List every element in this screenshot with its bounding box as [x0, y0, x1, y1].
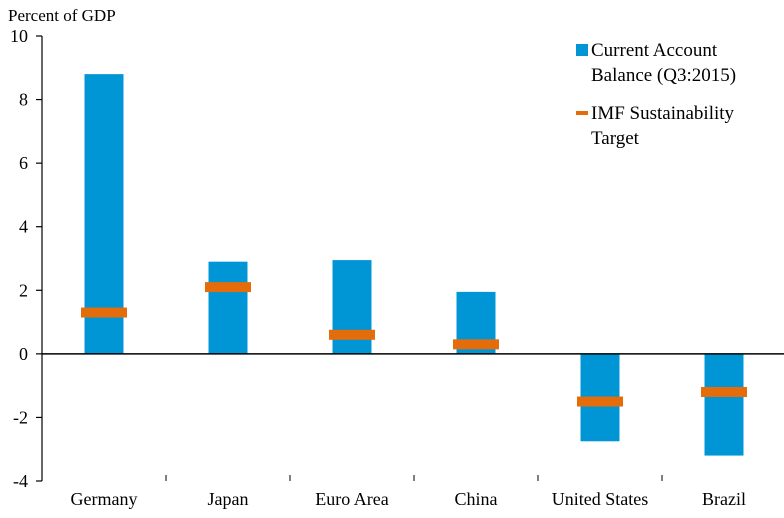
y-tick-label: 6 [19, 153, 28, 173]
legend-label-current-account: Current Account [591, 40, 718, 61]
category-label: Euro Area [315, 489, 388, 509]
category-label: Brazil [702, 489, 746, 509]
y-tick-label: 10 [10, 26, 28, 46]
target-markers-layer [81, 282, 747, 407]
bar-japan [208, 261, 248, 354]
legend-swatch-current-account [576, 44, 588, 56]
category-label: Germany [71, 489, 138, 509]
legend-swatch-imf-target [576, 111, 588, 115]
bar-euro-area [332, 260, 372, 354]
target-marker-japan [205, 282, 251, 293]
target-marker-brazil [701, 387, 747, 397]
category-label: Japan [208, 489, 249, 509]
y-tick-label: 0 [19, 344, 28, 364]
legend-label-imf-target: Target [591, 128, 640, 149]
y-tick-labels: -4 -2 0 2 4 6 8 10 [10, 26, 28, 491]
category-labels: Germany Japan Euro Area China United States B… [71, 489, 746, 509]
target-marker-united-states [577, 396, 623, 407]
target-marker-china [453, 339, 499, 350]
legend: Current Account Balance (Q3:2015) IMF Sust… [576, 40, 736, 149]
y-axis-label: Percent of GDP [8, 6, 116, 25]
y-tick-label: 2 [19, 280, 28, 300]
y-tick-label: 8 [19, 90, 28, 110]
y-tick-label: 4 [19, 217, 28, 237]
bars-layer [84, 74, 744, 456]
target-marker-euro-area [329, 329, 375, 340]
axes-layer [36, 35, 784, 482]
category-label: United States [552, 489, 649, 509]
category-label: China [455, 489, 498, 509]
y-tick-label: -4 [13, 471, 28, 491]
bar-brazil [704, 353, 744, 456]
legend-label-imf-target: IMF Sustainability [591, 103, 735, 124]
target-marker-germany [81, 307, 127, 318]
y-tick-label: -2 [13, 407, 28, 427]
bar-germany [84, 74, 124, 354]
legend-label-current-account: Balance (Q3:2015) [591, 65, 736, 86]
